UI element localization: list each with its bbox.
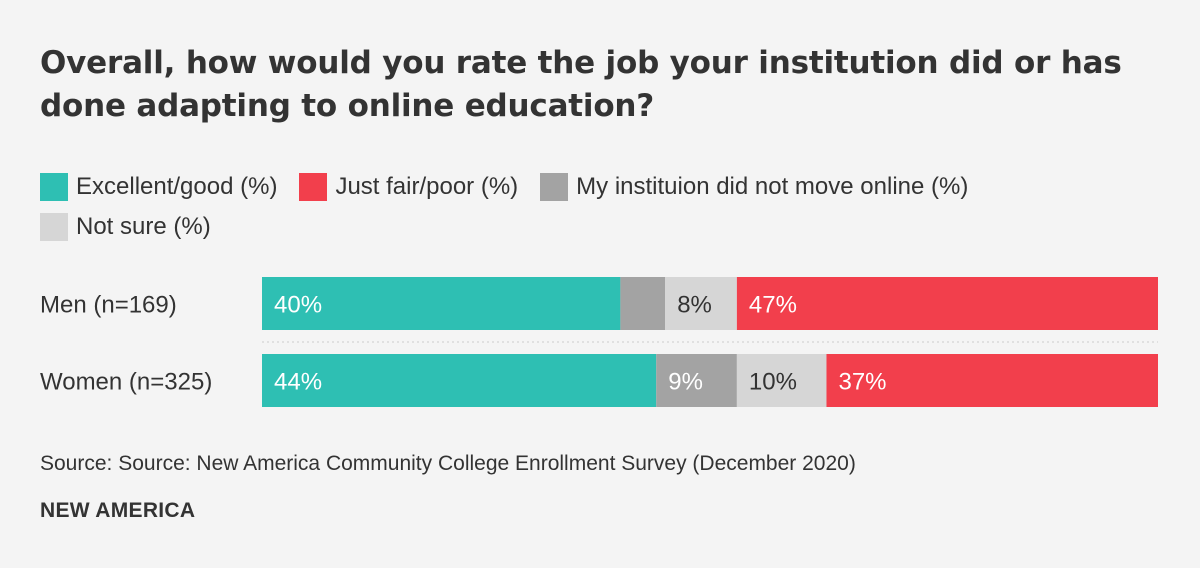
bar-women-n-325-my-instituion-did-not-move-online [656,354,737,407]
bar-men-n-169-not-sure [665,277,737,330]
bar-women-n-325-just-fair-poor [826,354,1158,407]
bar-men-n-169-my-instituion-did-not-move-online [620,277,666,330]
legend-label-not-sure: Not sure (%) [76,213,211,240]
legend-label-excellent-good: Excellent/good (%) [76,173,278,200]
legend-label-did-not-move-online: My instituion did not move online (%) [576,173,969,200]
data-label-men-n-169-just-fair-poor: 47% [749,292,797,319]
legend-swatch-did-not-move-online [540,173,569,201]
chart-legend: Excellent/good (%) Just fair/poor (%) My… [40,172,1160,242]
bar-men-n-169-just-fair-poor [736,277,1158,330]
bar-women-n-325-not-sure [736,354,827,407]
category-label-women-n-325: Women (n=325) [40,369,212,396]
data-label-men-n-169-not-sure: 8% [677,292,712,319]
data-label-women-n-325-my-instituion-did-not-move-online: 9% [668,369,703,396]
legend-item-did-not-move-online: My instituion did not move online (%) [540,172,968,202]
category-label-men-n-169: Men (n=169) [40,292,177,319]
chart-title: Overall, how would you rate the job your… [40,45,1122,124]
legend-label-just-fair-poor: Just fair/poor (%) [335,173,519,200]
legend-item-excellent-good: Excellent/good (%) [40,172,277,202]
stacked-bar-chart: Men (n=169) 40% 8% 47% Women (n=325) 44% 9% 10%… [40,277,1158,407]
data-label-women-n-325-just-fair-poor: 37% [838,369,886,396]
legend-swatch-excellent-good [40,173,68,201]
data-label-women-n-325-excellent-good: 44% [274,369,322,396]
legend-item-just-fair-poor: Just fair/poor (%) [299,172,518,202]
bar-women-n-325-excellent-good [262,354,657,407]
legend-item-not-sure: Not sure (%) [40,212,211,242]
bar-men-n-169-excellent-good [262,277,621,330]
data-label-men-n-169-excellent-good: 40% [274,292,322,319]
legend-swatch-just-fair-poor [299,173,328,201]
legend-swatch-not-sure [40,213,68,241]
source-note: Source: Source: New America Community Co… [40,452,856,475]
data-label-women-n-325-not-sure: 10% [749,369,797,396]
brand-logo-text: NEW AMERICA [40,499,196,522]
